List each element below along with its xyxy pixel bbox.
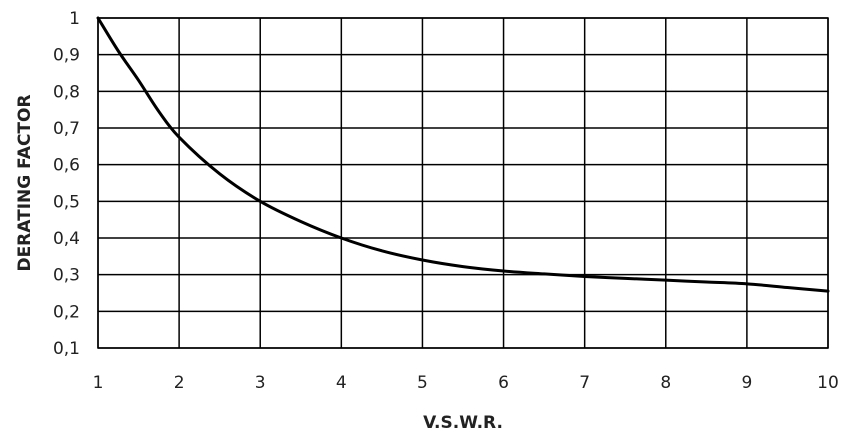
derating-curve [96, 16, 830, 293]
x-tick-label: 5 [417, 373, 428, 393]
x-tick-labels: 1 2 3 4 5 6 7 8 9 10 [93, 373, 839, 393]
y-tick-label: 0,6 [53, 156, 80, 176]
y-tick-labels: 0,1 0,2 0,3 0,4 0,5 0,6 0,7 0,8 0,9 1 [53, 9, 80, 359]
plot-frame [97, 17, 829, 349]
x-tick-label: 9 [741, 373, 752, 393]
y-tick-label: 0,5 [53, 192, 80, 212]
y-tick-label: 0,7 [53, 119, 80, 139]
x-axis-label: V.S.W.R. [423, 413, 503, 433]
y-tick-label: 0,9 [53, 46, 80, 66]
grid [97, 17, 829, 349]
x-tick-label: 4 [336, 373, 347, 393]
y-tick-label: 0,3 [53, 266, 80, 286]
x-tick-label: 6 [498, 373, 509, 393]
y-tick-label: 0,8 [53, 82, 80, 102]
x-tick-label: 1 [93, 373, 104, 393]
y-tick-label: 0,4 [53, 229, 80, 249]
x-tick-label: 3 [255, 373, 266, 393]
y-tick-label: 1 [69, 9, 80, 29]
y-axis-label: DERATING FACTOR [15, 94, 35, 271]
x-tick-label: 2 [174, 373, 185, 393]
y-tick-label: 0,2 [53, 302, 80, 322]
y-tick-label: 0,1 [53, 339, 80, 359]
x-tick-label: 10 [817, 373, 839, 393]
x-tick-label: 7 [579, 373, 590, 393]
x-tick-label: 8 [660, 373, 671, 393]
